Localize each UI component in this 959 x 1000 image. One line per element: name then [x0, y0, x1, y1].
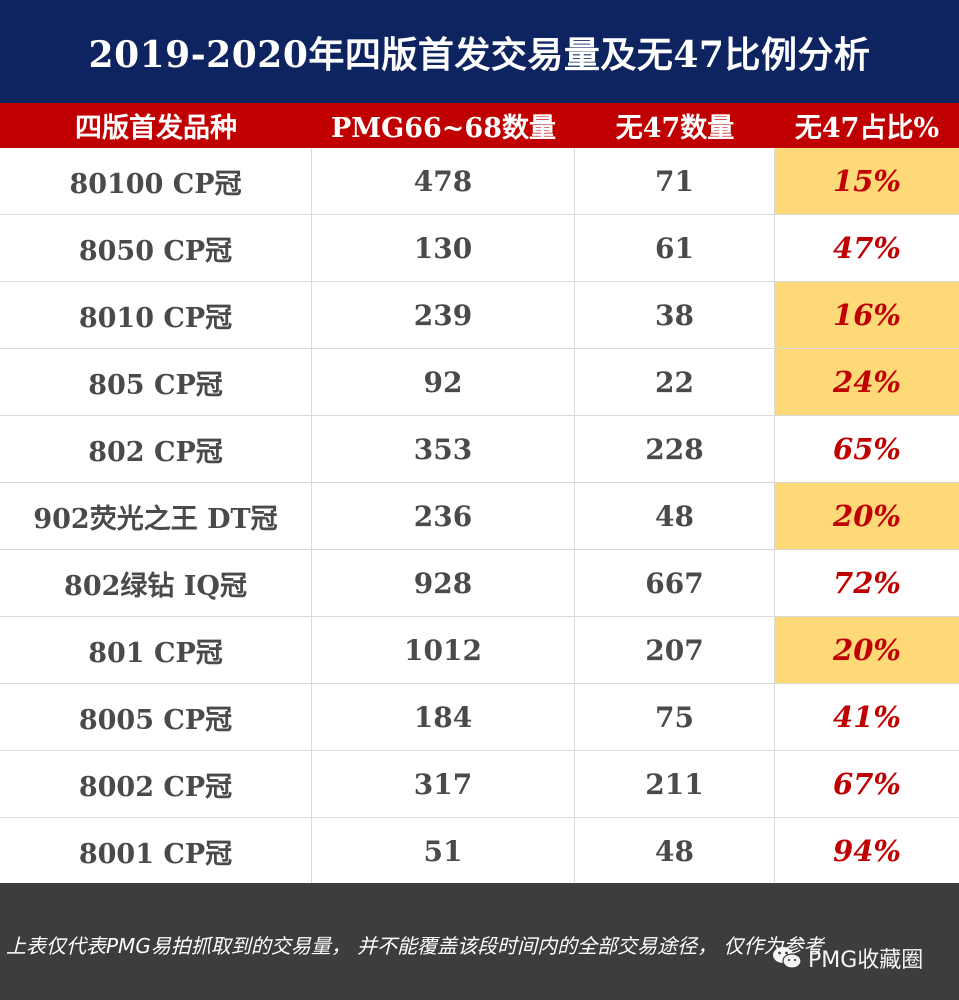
cell-pmg-count: 239	[312, 282, 575, 348]
table-row: 801 CP冠 1012 207 20%	[0, 617, 959, 684]
cell-no47-count: 211	[575, 751, 775, 817]
header-variety: 四版首发品种	[75, 113, 237, 144]
header-pmg-count: PMG66~68数量	[330, 113, 557, 144]
cell-no47-count: 71	[575, 148, 775, 214]
cell-no47-count: 48	[575, 483, 775, 549]
cell-variety: 8010 CP冠	[0, 282, 312, 348]
cell-no47-ratio: 15%	[775, 148, 959, 214]
cell-variety: 802绿钻 IQ冠	[0, 550, 312, 616]
table-row: 8050 CP冠 130 61 47%	[0, 215, 959, 282]
cell-no47-ratio: 65%	[833, 432, 901, 466]
cell-variety: 8001 CP冠	[0, 818, 312, 884]
wechat-icon	[773, 947, 802, 969]
cell-pmg-count: 92	[312, 349, 575, 415]
table-header: 四版首发品种 PMG66~68数量 无47数量 无47占比%	[0, 103, 959, 148]
cell-no47-ratio: 41%	[833, 700, 901, 734]
cell-pmg-count: 317	[312, 751, 575, 817]
cell-no47-ratio: 67%	[833, 767, 901, 801]
cell-variety: 902荧光之王 DT冠	[0, 483, 312, 549]
cell-variety: 802 CP冠	[0, 416, 312, 482]
cell-no47-ratio: 20%	[775, 617, 959, 683]
table-row: 805 CP冠 92 22 24%	[0, 349, 959, 416]
cell-pmg-count: 184	[312, 684, 575, 750]
cell-variety: 80100 CP冠	[0, 148, 312, 214]
cell-pmg-count: 353	[312, 416, 575, 482]
cell-variety: 801 CP冠	[0, 617, 312, 683]
cell-no47-ratio: 72%	[833, 566, 901, 600]
cell-variety: 8002 CP冠	[0, 751, 312, 817]
watermark-text: PMG收藏圈	[808, 948, 924, 973]
header-no47-count: 无47数量	[615, 113, 735, 144]
cell-pmg-count: 51	[312, 818, 575, 884]
cell-no47-count: 228	[575, 416, 775, 482]
cell-no47-count: 75	[575, 684, 775, 750]
cell-variety: 8050 CP冠	[0, 215, 312, 281]
table-row: 802 CP冠 353 228 65%	[0, 416, 959, 483]
cell-no47-ratio: 24%	[775, 349, 959, 415]
footnote: 上表仅代表PMG易拍抓取到的交易量， 并不能覆盖该段时间内的全部交易途径， 仅作…	[6, 934, 824, 958]
cell-variety: 805 CP冠	[0, 349, 312, 415]
cell-no47-count: 22	[575, 349, 775, 415]
header-no47-ratio: 无47占比%	[794, 113, 940, 144]
cell-no47-count: 667	[575, 550, 775, 616]
cell-no47-ratio: 16%	[775, 282, 959, 348]
cell-variety: 8005 CP冠	[0, 684, 312, 750]
cell-no47-ratio: 94%	[833, 834, 901, 868]
title-text: 2019-2020年四版首发交易量及无47比例分析	[88, 33, 871, 76]
cell-no47-count: 38	[575, 282, 775, 348]
page-title: 2019-2020年四版首发交易量及无47比例分析	[0, 0, 959, 103]
table-row: 8005 CP冠 184 75 41%	[0, 684, 959, 751]
cell-no47-count: 61	[575, 215, 775, 281]
cell-no47-count: 207	[575, 617, 775, 683]
watermark: PMG收藏圈	[772, 938, 923, 978]
cell-no47-count: 48	[575, 818, 775, 884]
table-row: 8001 CP冠 51 48 94%	[0, 818, 959, 885]
cell-pmg-count: 928	[312, 550, 575, 616]
table-row: 8010 CP冠 239 38 16%	[0, 282, 959, 349]
cell-pmg-count: 236	[312, 483, 575, 549]
table-row: 80100 CP冠 478 71 15%	[0, 148, 959, 215]
table-row: 802绿钻 IQ冠 928 667 72%	[0, 550, 959, 617]
cell-pmg-count: 130	[312, 215, 575, 281]
table-row: 8002 CP冠 317 211 67%	[0, 751, 959, 818]
data-table: 80100 CP冠 478 71 15% 8050 CP冠 130 61 47% 8010 CP…	[0, 148, 959, 885]
cell-no47-ratio: 20%	[775, 483, 959, 549]
cell-pmg-count: 1012	[312, 617, 575, 683]
table-row: 902荧光之王 DT冠 236 48 20%	[0, 483, 959, 550]
cell-pmg-count: 478	[312, 148, 575, 214]
footer-bar	[0, 883, 959, 1000]
cell-no47-ratio: 47%	[833, 231, 901, 265]
